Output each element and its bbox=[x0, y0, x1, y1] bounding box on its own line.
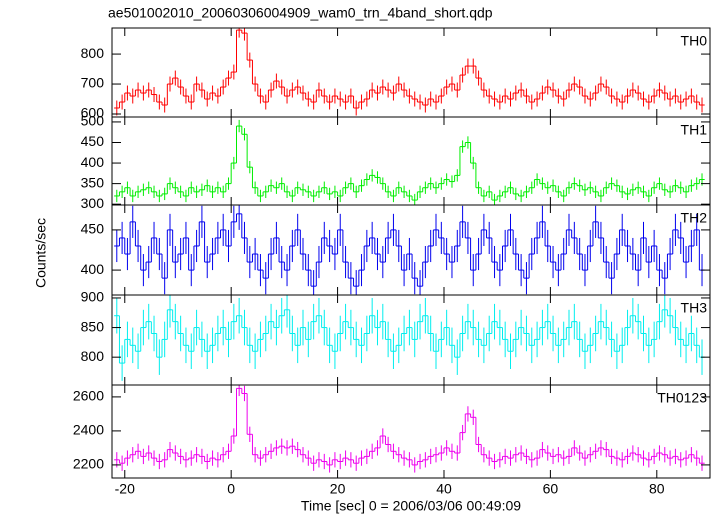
y-tick-label: 2200 bbox=[73, 456, 104, 472]
y-tick-label: 800 bbox=[81, 348, 105, 364]
panel-data bbox=[114, 119, 705, 205]
y-tick-label: 850 bbox=[81, 318, 105, 334]
y-tick-label: 300 bbox=[81, 195, 105, 211]
y-tick-label: 800 bbox=[81, 45, 105, 61]
y-tick-label: 400 bbox=[81, 154, 105, 170]
panel-data bbox=[114, 28, 705, 116]
x-axis-label: Time [sec] 0 = 2006/03/06 00:49:09 bbox=[301, 498, 521, 514]
y-tick-label: 600 bbox=[81, 105, 105, 121]
y-tick-label: 350 bbox=[81, 174, 105, 190]
panel-frame bbox=[111, 384, 711, 479]
x-tick-label: -20 bbox=[115, 481, 135, 497]
x-tick-label: 60 bbox=[543, 481, 559, 497]
y-tick-label: 450 bbox=[81, 221, 105, 237]
panel-label: TH1 bbox=[681, 122, 708, 138]
panel-label: TH2 bbox=[681, 210, 708, 226]
panel-data bbox=[114, 385, 705, 473]
x-tick-label: 80 bbox=[649, 481, 665, 497]
y-tick-label: 2600 bbox=[73, 388, 104, 404]
y-tick-label: 450 bbox=[81, 133, 105, 149]
panel-data bbox=[114, 295, 705, 381]
x-tick-label: 20 bbox=[330, 481, 346, 497]
y-tick-label: 400 bbox=[81, 261, 105, 277]
chart-title: ae501002010_20060306004909_wam0_trn_4ban… bbox=[108, 5, 493, 21]
y-tick-label: 700 bbox=[81, 75, 105, 91]
y-axis-label: Counts/sec bbox=[33, 218, 49, 288]
y-tick-label: 2400 bbox=[73, 422, 104, 438]
x-tick-label: 0 bbox=[227, 481, 235, 497]
panel-label: TH3 bbox=[681, 300, 708, 316]
y-tick-label: 500 bbox=[81, 113, 105, 129]
panel-label: TH0123 bbox=[657, 390, 707, 406]
y-tick-label: 900 bbox=[81, 289, 105, 305]
panel-data bbox=[114, 205, 705, 295]
x-tick-label: 40 bbox=[436, 481, 452, 497]
panel-label: TH0 bbox=[681, 33, 708, 49]
